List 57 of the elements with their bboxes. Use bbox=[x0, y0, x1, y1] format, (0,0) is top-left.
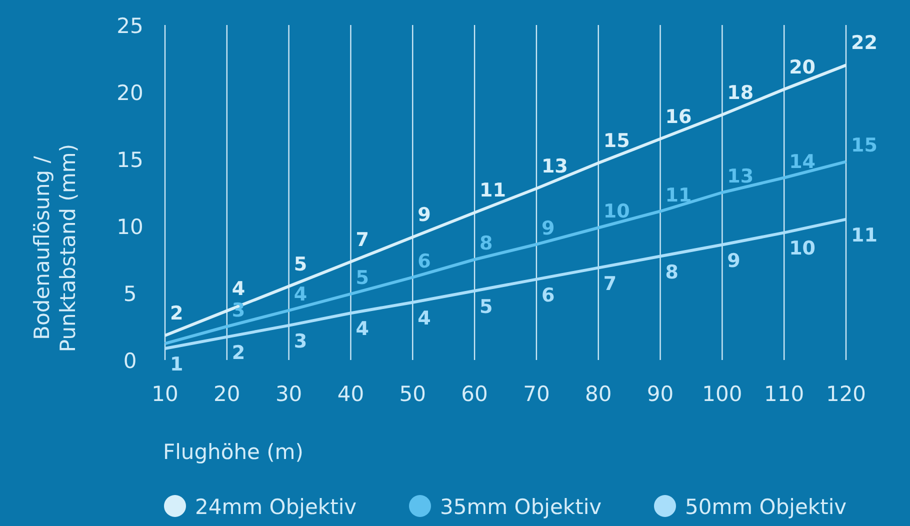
x-tick-label: 100 bbox=[702, 382, 742, 406]
x-tick-label: 30 bbox=[275, 382, 302, 406]
x-tick-label: 110 bbox=[764, 382, 804, 406]
data-label: 4 bbox=[232, 278, 246, 300]
data-label: 10 bbox=[603, 200, 630, 223]
data-label: 4 bbox=[418, 307, 431, 330]
data-label: 5 bbox=[294, 253, 308, 276]
data-label: 16 bbox=[665, 106, 692, 128]
data-label: 7 bbox=[603, 272, 617, 295]
data-label: 14 bbox=[789, 150, 816, 173]
x-tick-label: 70 bbox=[523, 382, 550, 406]
x-tick-label: 50 bbox=[399, 382, 426, 406]
x-tick-label: 90 bbox=[646, 382, 674, 406]
data-label: 8 bbox=[665, 261, 679, 284]
legend-label: 50mm Objektiv bbox=[685, 495, 847, 519]
x-tick-label: 20 bbox=[214, 382, 240, 406]
y-tick-label: 20 bbox=[116, 81, 144, 105]
data-label: 5 bbox=[356, 266, 369, 289]
data-label: 9 bbox=[541, 217, 555, 240]
data-label: 22 bbox=[851, 32, 878, 54]
data-label: 2 bbox=[232, 342, 246, 364]
x-tick-label: 10 bbox=[152, 382, 178, 406]
data-label: 15 bbox=[603, 130, 630, 152]
data-label: 15 bbox=[851, 134, 878, 157]
data-label: 6 bbox=[541, 284, 555, 306]
data-label: 4 bbox=[294, 283, 308, 306]
legend-label: 24mm Objektiv bbox=[195, 495, 357, 519]
y-tick-label: 10 bbox=[116, 215, 144, 239]
data-label: 11 bbox=[665, 184, 692, 206]
data-label: 5 bbox=[480, 296, 493, 318]
y-tick-label: 0 bbox=[123, 349, 137, 373]
data-label: 7 bbox=[356, 228, 369, 251]
data-label: 18 bbox=[727, 82, 754, 104]
data-label: 6 bbox=[418, 250, 431, 272]
data-label: 10 bbox=[789, 238, 816, 260]
data-label: 20 bbox=[789, 56, 816, 78]
data-label: 13 bbox=[727, 166, 754, 188]
y-tick-label: 25 bbox=[116, 14, 144, 38]
y-axis-title: Bodenauflösung / Punktabstand (mm) bbox=[30, 144, 80, 352]
data-label: 8 bbox=[480, 232, 493, 254]
y-tick-label: 5 bbox=[123, 282, 137, 306]
y-tick-label: 15 bbox=[116, 148, 144, 172]
x-tick-label: 120 bbox=[826, 382, 866, 406]
x-tick-label: 80 bbox=[584, 382, 612, 406]
legend-label: 35mm Objektiv bbox=[440, 495, 602, 519]
data-label: 1 bbox=[170, 353, 184, 376]
data-label: 13 bbox=[541, 155, 568, 178]
data-label: 9 bbox=[727, 250, 740, 272]
x-axis-title: Flughöhe (m) bbox=[163, 440, 304, 464]
data-label: 3 bbox=[294, 330, 308, 352]
data-label: 11 bbox=[480, 180, 506, 202]
data-label: 9 bbox=[418, 204, 431, 226]
data-label: 11 bbox=[851, 224, 878, 246]
data-label: 2 bbox=[170, 302, 184, 324]
data-label: 4 bbox=[356, 318, 369, 340]
x-tick-label: 40 bbox=[337, 382, 364, 406]
x-tick-label: 60 bbox=[461, 382, 488, 406]
